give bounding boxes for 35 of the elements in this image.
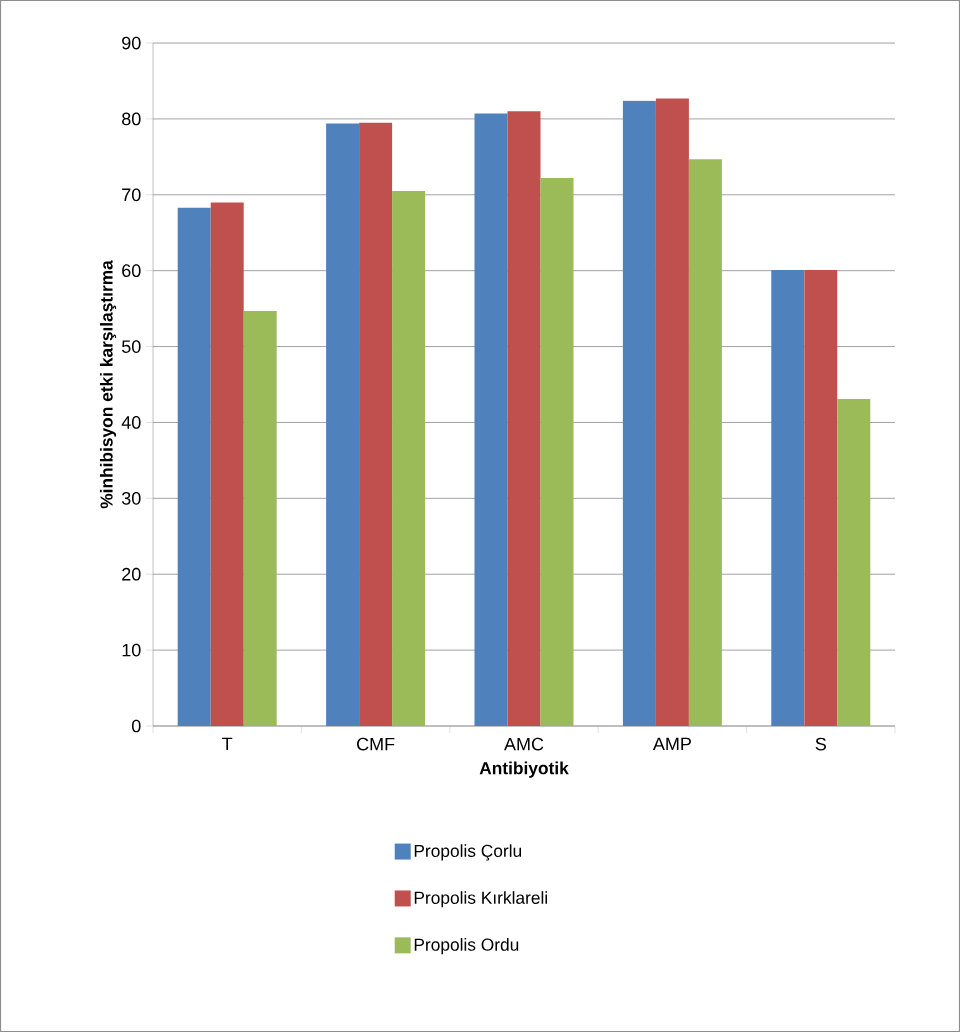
- y-tick-label: 60: [122, 264, 141, 278]
- bar: [771, 269, 805, 726]
- x-tick-label: S: [815, 737, 826, 751]
- y-tick-label: 20: [122, 567, 141, 581]
- y-axis-title: %inhibisyon etki karşılaştırma: [99, 260, 117, 509]
- y-tick-label: 70: [122, 188, 141, 202]
- bar: [540, 178, 574, 726]
- x-tick-label: AMP: [652, 737, 691, 751]
- x-axis-title: Antibiyotik: [479, 761, 569, 778]
- y-tick-label: 10: [122, 643, 141, 657]
- legend-label: Propolis Çorlu: [414, 844, 522, 861]
- bar: [392, 190, 426, 726]
- bar: [804, 269, 838, 726]
- y-tick-label: 0: [131, 719, 141, 733]
- bar: [177, 207, 211, 726]
- bar: [507, 111, 541, 726]
- y-tick-label: 80: [122, 112, 141, 126]
- y-tick-label: 90: [122, 36, 141, 50]
- bar: [359, 122, 393, 726]
- bar: [210, 202, 244, 726]
- legend-label: Propolis Ordu: [414, 938, 519, 955]
- bar: [243, 310, 277, 726]
- x-tick-label: CMF: [357, 737, 395, 751]
- y-tick-label: 30: [121, 491, 141, 505]
- bar: [688, 159, 722, 726]
- y-tick-label: 40: [121, 416, 141, 429]
- bar: [474, 113, 508, 726]
- bar: [655, 98, 689, 726]
- y-tick-label: 50: [121, 340, 141, 353]
- legend-label: Propolis Kırklareli: [414, 891, 548, 908]
- bar: [837, 398, 871, 726]
- x-tick-label: T: [222, 737, 233, 751]
- x-tick-label: AMC: [504, 737, 544, 751]
- bar: [622, 100, 656, 726]
- bar: [326, 123, 360, 726]
